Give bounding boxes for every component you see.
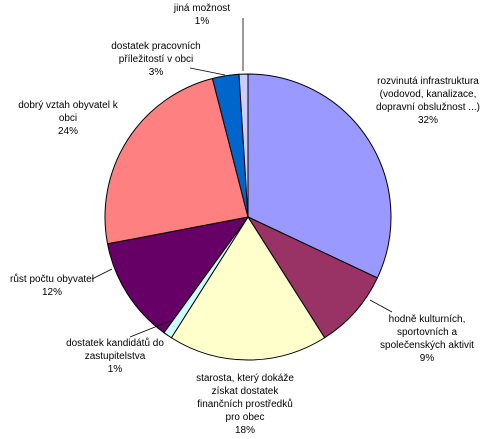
slice-label-line: zastupitelstva: [85, 351, 146, 362]
pie-slice: [170, 216, 326, 361]
leader-line: [91, 268, 113, 280]
slice-label-line: starosta, který dokáže: [196, 373, 294, 384]
slice-label-line: rozvinutá infrastruktura: [377, 76, 479, 87]
slice-label-line: dostatek pracovních: [111, 41, 201, 52]
slice-label-line: (vodovod, kanalizace,: [380, 89, 477, 100]
slice-percent: 24%: [58, 126, 78, 137]
slice-label: starosta, který dokáže získat dostatek fin…: [196, 373, 294, 436]
slice-percent: 1%: [108, 364, 123, 375]
pie-slice: [246, 215, 379, 339]
slice-percent: 3%: [149, 67, 164, 78]
slice-label-line: dopravní obslužnost ...): [376, 102, 480, 113]
slice-label: jiná možnost 1%: [173, 3, 230, 27]
slice-percent: 12%: [42, 287, 62, 298]
slice-label-line: příležitostí v obci: [119, 54, 193, 65]
slice-label-line: pro obec: [226, 412, 265, 423]
pie-slice: [238, 73, 249, 218]
slice-percent: 9%: [420, 353, 435, 364]
slice-label-line: společenských aktivit: [380, 340, 474, 351]
slice-label-line: růst počtu obyvatel: [10, 273, 94, 285]
slice-label-line: dobrý vztah obyvatel k: [18, 100, 118, 111]
slice-label: růst počtu obyvatel 12%: [10, 273, 94, 298]
slice-label-line: finančních prostředků: [197, 398, 293, 410]
slice-percent: 32%: [418, 115, 438, 126]
slice-label-line: získat dostatek: [212, 386, 280, 397]
slice-percent: 1%: [195, 16, 210, 27]
slice-label-line: dostatek kandidátů do: [66, 337, 164, 349]
pie-slices: [104, 73, 392, 361]
pie-slice: [106, 216, 250, 334]
leader-lines: [91, 18, 393, 338]
pie-slice: [104, 77, 249, 245]
slice-label: dostatek kandidátů do zastupitelstva 1%: [66, 337, 164, 375]
slice-label: hodně kulturních, sportovních a společensk…: [380, 314, 474, 364]
slice-label-line: jiná možnost: [173, 3, 230, 14]
leader-line: [369, 299, 393, 313]
slice-label-line: hodně kulturních,: [389, 314, 466, 325]
leader-line: [189, 67, 226, 76]
slice-label-line: obci: [59, 113, 77, 124]
slice-percent: 18%: [235, 425, 255, 436]
slice-label: dostatek pracovních příležitostí v obci 3%: [111, 41, 201, 78]
slice-label: dobrý vztah obyvatel k obci 24%: [18, 100, 118, 137]
slice-label: rozvinutá infrastruktura (vodovod, kanali…: [376, 76, 480, 126]
slice-label-line: sportovních a: [397, 327, 457, 338]
leader-line: [129, 320, 171, 338]
pie-slice: [247, 73, 392, 279]
slice-labels: rozvinutá infrastruktura (vodovod, kanali…: [10, 3, 480, 436]
